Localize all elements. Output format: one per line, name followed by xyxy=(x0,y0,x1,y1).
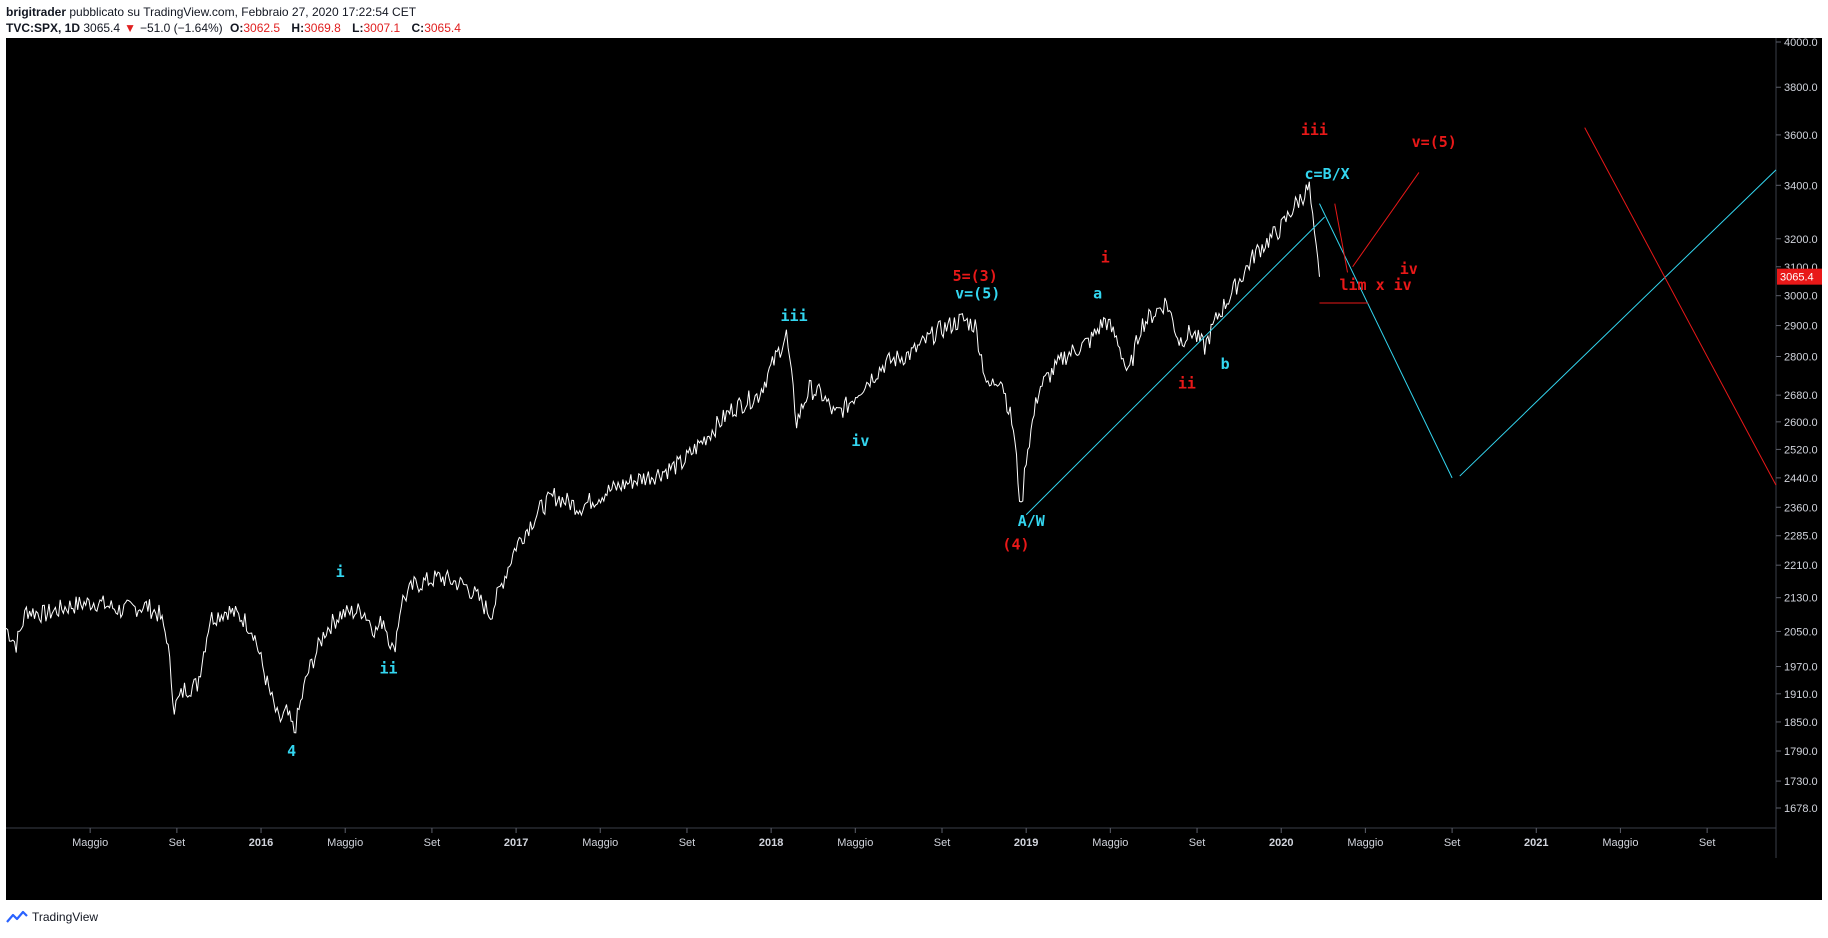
price-tick-label: 2130.0 xyxy=(1784,593,1818,605)
price-tick-label: 1730.0 xyxy=(1784,776,1818,788)
time-tick-label: Set xyxy=(679,837,696,849)
last-price-tag-label: 3065.4 xyxy=(1780,272,1814,284)
footer: TradingView xyxy=(6,910,98,924)
wave-label: iii xyxy=(781,307,808,325)
time-tick-label: Maggio xyxy=(1092,837,1128,849)
price-tick-label: 1850.0 xyxy=(1784,717,1818,729)
time-tick-label: 2020 xyxy=(1269,837,1293,849)
price-tick-label: 1970.0 xyxy=(1784,662,1818,674)
time-tick-label: Set xyxy=(169,837,186,849)
time-tick-label: Maggio xyxy=(72,837,108,849)
projection-up-line xyxy=(1459,169,1777,477)
price-line xyxy=(5,181,1320,734)
price-tick-label: 3800.0 xyxy=(1784,82,1818,94)
price-tick-label: 1910.0 xyxy=(1784,689,1818,701)
time-tick-label: 2016 xyxy=(249,837,273,849)
wave-label: v=(5) xyxy=(1412,133,1457,151)
down-arrow-icon: ▼ xyxy=(124,21,136,35)
wave-v-path-line xyxy=(1352,172,1420,268)
high-value: H:3069.8 xyxy=(291,21,341,35)
wave-label: iv xyxy=(1400,260,1418,278)
time-tick-label: Set xyxy=(1189,837,1206,849)
publish-info: pubblicato su TradingView.com, Febbraio … xyxy=(69,5,417,19)
wave-label: lim x iv xyxy=(1339,276,1411,294)
price-tick-label: 2210.0 xyxy=(1784,560,1818,572)
wave-label: A/W xyxy=(1018,512,1046,530)
close-value: C:3065.4 xyxy=(411,21,461,35)
price-tick-label: 1790.0 xyxy=(1784,746,1818,758)
wave-label: i xyxy=(336,563,345,581)
chart-area[interactable]: 4000.0 3800.0 3600.0 3400.0 3200.0 3100.0 3000… xyxy=(5,37,1822,900)
wave-label: v=(5) xyxy=(955,285,1000,303)
header-row-ohlc: TVC:SPX, 1D 3065.4 ▼ −51.0 (−1.64%) O:3062… xyxy=(6,20,469,36)
wave-label: ii xyxy=(1178,375,1196,393)
price-tick-label: 2285.0 xyxy=(1784,531,1818,543)
symbol-label: TVC:SPX, 1D xyxy=(6,21,81,35)
price-tick-label: 2520.0 xyxy=(1784,444,1818,456)
price-change: −51.0 (−1.64%) xyxy=(139,21,223,35)
wave-label: i xyxy=(1101,249,1110,267)
wave-label: ii xyxy=(380,659,398,677)
wave-label: iv xyxy=(851,432,869,450)
price-tick-label: 2800.0 xyxy=(1784,352,1818,364)
time-tick-label: Set xyxy=(424,837,441,849)
price-tick-label: 3000.0 xyxy=(1784,291,1818,303)
price-tick-label: 4000.0 xyxy=(1784,38,1818,49)
price-tick-label: 3600.0 xyxy=(1784,130,1818,142)
tradingview-brand[interactable]: TradingView xyxy=(32,910,99,924)
price-tick-label: 3200.0 xyxy=(1784,234,1818,246)
price-tick-label: 2680.0 xyxy=(1784,390,1818,402)
time-tick-label: Maggio xyxy=(327,837,363,849)
price-tick-label: 3400.0 xyxy=(1784,180,1818,192)
wave-label: 4 xyxy=(287,742,296,760)
wave-label: (4) xyxy=(1002,535,1029,553)
chart-header: brigitrader pubblicato su TradingView.co… xyxy=(6,4,469,36)
last-price-tag xyxy=(1777,268,1822,285)
wave-label: 5=(3) xyxy=(953,267,998,285)
time-tick-label: Set xyxy=(1699,837,1716,849)
wave-label: a xyxy=(1093,285,1102,303)
low-value: L:3007.1 xyxy=(352,21,401,35)
tradingview-logo-icon[interactable] xyxy=(6,910,28,924)
wave-iv-path-line xyxy=(1334,203,1349,273)
time-tick-label: Set xyxy=(934,837,951,849)
price-tick-label: 2440.0 xyxy=(1784,473,1818,485)
time-tick-label: Maggio xyxy=(582,837,618,849)
time-tick-label: 2017 xyxy=(504,837,528,849)
wave-label: iii xyxy=(1301,121,1328,139)
price-chart[interactable]: 4000.03800.03600.03400.03200.03100.03000… xyxy=(5,37,1822,900)
time-tick-label: Maggio xyxy=(1602,837,1638,849)
author-name[interactable]: brigitrader xyxy=(6,5,67,19)
projection-down-line xyxy=(1319,203,1453,479)
price-tick-label: 2600.0 xyxy=(1784,417,1818,429)
time-tick-label: Maggio xyxy=(837,837,873,849)
time-tick-label: 2021 xyxy=(1524,837,1548,849)
open-value: O:3062.5 xyxy=(230,21,281,35)
time-tick-label: Maggio xyxy=(1347,837,1383,849)
wave-label: b xyxy=(1221,355,1230,373)
channel-red-line xyxy=(1584,127,1777,486)
support-trendline xyxy=(1025,216,1325,516)
wave-label: c=B/X xyxy=(1305,165,1350,183)
time-tick-label: 2019 xyxy=(1014,837,1038,849)
price-tick-label: 2900.0 xyxy=(1784,321,1818,333)
price-tick-label: 1678.0 xyxy=(1784,803,1818,815)
price-tick-label: 2360.0 xyxy=(1784,502,1818,514)
price-tick-label: 2050.0 xyxy=(1784,626,1818,638)
last-price: 3065.4 xyxy=(83,21,121,35)
time-tick-label: 2018 xyxy=(759,837,783,849)
time-tick-label: Set xyxy=(1444,837,1461,849)
header-row-publish: brigitrader pubblicato su TradingView.co… xyxy=(6,4,469,20)
